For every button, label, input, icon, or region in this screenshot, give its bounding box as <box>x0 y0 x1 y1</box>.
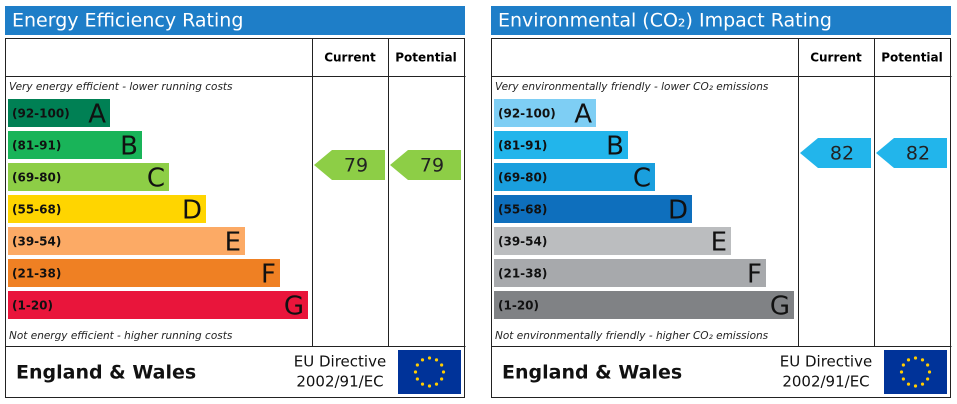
flag-star <box>420 382 425 386</box>
band-letter: F <box>747 260 762 290</box>
flag-star <box>413 370 418 374</box>
band-bar <box>494 163 655 191</box>
rating-arrow <box>314 150 385 180</box>
flag-star <box>927 370 932 374</box>
rating-value: 82 <box>830 143 854 165</box>
flag-star <box>434 358 439 362</box>
panel-title: Energy Efficiency Rating <box>12 10 243 32</box>
rating-value: 82 <box>906 143 930 165</box>
band-bar <box>8 195 206 223</box>
band-bar <box>494 195 692 223</box>
flag-star <box>427 384 432 388</box>
band-letter: C <box>147 164 165 194</box>
band-letter: G <box>284 292 304 322</box>
flag-star <box>920 358 925 362</box>
header-current: Current <box>810 51 862 65</box>
band-bar <box>494 259 766 287</box>
rating-arrow <box>800 138 871 168</box>
band-range: (55-68) <box>498 203 547 217</box>
band-range: (92-100) <box>12 107 70 121</box>
band-range: (21-38) <box>12 267 61 281</box>
flag-star <box>920 382 925 386</box>
panel-title: Environmental (CO₂) Impact Rating <box>498 10 832 32</box>
flag-star <box>420 358 425 362</box>
rating-arrow <box>876 138 947 168</box>
band-range: (39-54) <box>498 235 547 249</box>
band-bar <box>8 259 280 287</box>
flag-star <box>899 370 904 374</box>
band-letter: G <box>770 292 790 322</box>
band-range: (81-91) <box>498 139 547 153</box>
band-letter: F <box>261 260 276 290</box>
footer-region: England & Wales <box>16 362 196 384</box>
rating-arrow <box>390 150 461 180</box>
band-range: (69-80) <box>498 171 547 185</box>
flag-star <box>440 363 444 367</box>
band-bar <box>8 163 169 191</box>
flag-star <box>901 363 905 367</box>
band-letter: E <box>711 228 727 258</box>
band-range: (55-68) <box>12 203 61 217</box>
band-letter: C <box>633 164 651 194</box>
flag-star <box>434 382 439 386</box>
band-bar <box>494 99 596 127</box>
band-bar <box>8 291 308 319</box>
band-range: (69-80) <box>12 171 61 185</box>
panel-frame <box>5 38 465 398</box>
bottom-note: Not environmentally friendly - higher CO… <box>495 330 769 342</box>
directive-line2: 2002/91/EC <box>782 373 869 391</box>
band-bar <box>494 227 731 255</box>
band-range: (39-54) <box>12 235 61 249</box>
flag-star <box>913 356 918 360</box>
band-bar <box>8 131 142 159</box>
band-bar <box>8 99 110 127</box>
top-note: Very environmentally friendly - lower CO… <box>495 81 769 93</box>
directive-line1: EU Directive <box>294 353 386 371</box>
footer-region: England & Wales <box>502 362 682 384</box>
flag-star <box>441 370 446 374</box>
band-range: (92-100) <box>498 107 556 121</box>
band-letter: B <box>606 132 624 162</box>
top-note: Very energy efficient - lower running co… <box>9 81 233 93</box>
flag-star <box>901 377 905 381</box>
band-letter: A <box>574 100 592 130</box>
flag-star <box>906 382 911 386</box>
flag-star <box>427 356 432 360</box>
band-letter: D <box>668 196 688 226</box>
band-bar <box>8 227 245 255</box>
flag-star <box>440 377 444 381</box>
bottom-note: Not energy efficient - higher running co… <box>9 330 233 342</box>
band-range: (81-91) <box>12 139 61 153</box>
flag-star <box>415 363 419 367</box>
rating-panel: Energy Efficiency Rating Current Potential… <box>5 6 466 398</box>
band-letter: B <box>120 132 138 162</box>
band-letter: A <box>88 100 106 130</box>
title-bar <box>491 6 951 35</box>
rating-panel: Environmental (CO₂) Impact Rating Current… <box>491 6 952 398</box>
header-current: Current <box>324 51 376 65</box>
flag-star <box>906 358 911 362</box>
band-range: (1-20) <box>12 299 53 313</box>
flag-star <box>926 377 930 381</box>
band-range: (1-20) <box>498 299 539 313</box>
flag-star <box>926 363 930 367</box>
directive-line2: 2002/91/EC <box>296 373 383 391</box>
rating-value: 79 <box>420 155 444 177</box>
band-letter: E <box>225 228 241 258</box>
header-potential: Potential <box>881 51 943 65</box>
panel-frame <box>491 38 951 398</box>
title-bar <box>5 6 465 35</box>
band-bar <box>494 291 794 319</box>
header-potential: Potential <box>395 51 457 65</box>
flag-star <box>415 377 419 381</box>
band-letter: D <box>182 196 202 226</box>
rating-value: 79 <box>344 155 368 177</box>
band-bar <box>494 131 628 159</box>
band-range: (21-38) <box>498 267 547 281</box>
flag-star <box>913 384 918 388</box>
directive-line1: EU Directive <box>780 353 872 371</box>
